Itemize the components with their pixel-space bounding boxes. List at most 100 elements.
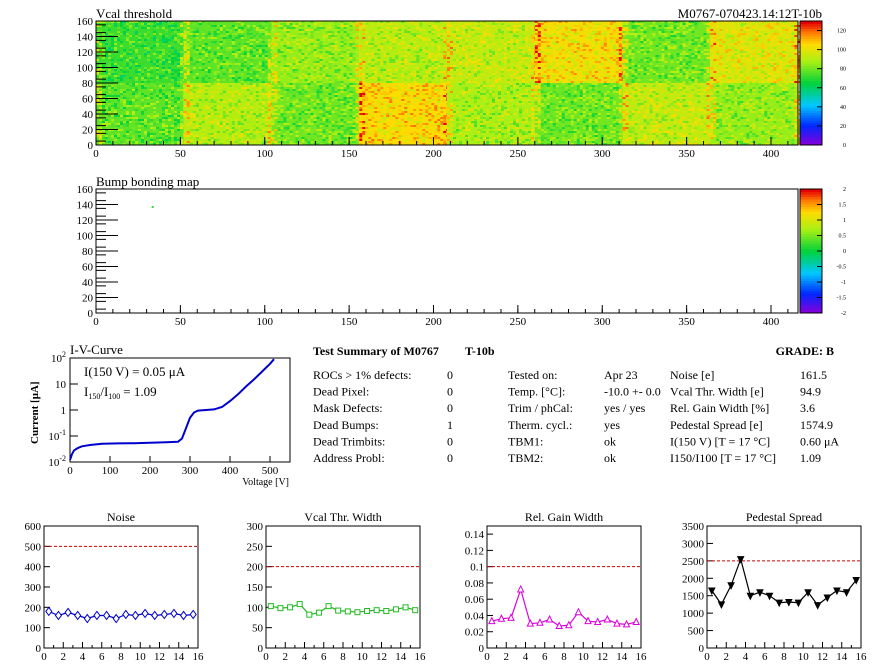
roc-plot-point <box>603 614 612 623</box>
roc-plot-y-tick: 500 <box>688 626 705 638</box>
summary-value: 1 <box>447 418 453 432</box>
roc-plot-point <box>102 610 111 621</box>
scale-tick: 100 <box>837 48 846 54</box>
vcal-heatmap <box>96 21 801 145</box>
roc-plot-x-tick: 4 <box>743 651 749 663</box>
summary-value: 0 <box>447 451 453 465</box>
roc-plot-frame <box>706 525 862 649</box>
map-x-tick: 350 <box>678 316 695 328</box>
scale-tick: -1 <box>841 280 846 286</box>
summary-value: 0.60 μA <box>800 434 839 448</box>
bump-color-scale: -2 -1.5 -1 -0.5 0 0.5 1 1.5 2 <box>799 187 846 317</box>
iv-annotation-line1: I(150 V) = 0.05 μA <box>84 364 186 379</box>
iv-y-tick: 10-1 <box>48 428 66 443</box>
roc-plot-line <box>48 610 194 620</box>
summary-value: yes <box>604 418 620 432</box>
roc-plot-point <box>54 610 63 621</box>
roc-plot-point <box>852 577 860 585</box>
map-x-tick: 350 <box>678 148 695 160</box>
roc-plot-x-tick: 0 <box>484 651 490 663</box>
roc-plot-point <box>122 609 130 620</box>
scale-tick: 120 <box>837 29 846 35</box>
roc-plot-line <box>491 587 637 627</box>
roc-plot-point <box>160 609 168 620</box>
roc-plot-point <box>267 603 274 610</box>
roc-plot-point <box>765 592 774 601</box>
roc-plot-x-tick: 10 <box>798 651 810 663</box>
roc-plot-x-tick: 6 <box>321 651 327 663</box>
iv-title: I-V-Curve <box>70 342 123 357</box>
roc-plot-y-tick: 100 <box>247 602 264 614</box>
scale-tick: 2 <box>843 187 846 193</box>
roc-plot-x-tick: 0 <box>41 651 47 663</box>
roc-plot-y-tick: 300 <box>25 582 42 594</box>
summary-value: ok <box>604 434 616 448</box>
iv-x-tick: 200 <box>142 465 159 477</box>
map-x-tick: 400 <box>763 148 780 160</box>
roc-plot-point <box>593 617 602 625</box>
map-x-tick: 100 <box>257 148 274 160</box>
iv-x-tick: 0 <box>67 465 73 477</box>
summary-value: yes / yes <box>604 401 646 415</box>
bump-map-points <box>151 206 154 209</box>
roc-plot-point <box>746 592 755 601</box>
summary-label: Mask Defects: <box>313 401 383 415</box>
summary-value: 0 <box>447 368 453 382</box>
roc-plot-point <box>296 601 303 608</box>
map-x-tick: 400 <box>763 316 780 328</box>
map-x-tick: 50 <box>175 148 187 160</box>
roc-plot-point <box>555 621 563 630</box>
bump-map-axes: 0 50 100 150 200 250 300 350 400 0 20 40 60 80 100 120 1… <box>77 184 789 328</box>
roc-plot-x-tick: 8 <box>340 651 346 663</box>
summary-value: 161.5 <box>800 368 827 382</box>
map-x-tick: 150 <box>341 148 358 160</box>
roc-plot-point <box>93 610 101 621</box>
roc-plot-point <box>632 617 640 625</box>
map-y-tick: 140 <box>77 32 94 44</box>
vcal-map-panel: Vcal threshold M0767-070423.14:12T-10b 0… <box>77 6 847 160</box>
iv-x-tick: 100 <box>102 465 119 477</box>
map-y-tick: 100 <box>77 231 94 243</box>
roc-plot-point <box>833 587 841 596</box>
roc-plot-title: Vcal Thr. Width <box>304 510 381 524</box>
roc-plot-y-tick: 1000 <box>682 608 705 620</box>
map-y-tick: 0 <box>88 140 94 152</box>
roc-plot-y-tick: 1500 <box>682 591 705 603</box>
summary-label: I150/I100 [T = 17 °C] <box>670 451 776 465</box>
roc-plot-point <box>813 602 822 610</box>
roc-plot-y-tick: 0 <box>479 643 485 655</box>
roc-plot-x-tick: 16 <box>856 651 868 663</box>
roc-plot-y-tick: 50 <box>252 623 264 635</box>
roc-plot-point <box>189 609 197 620</box>
roc-plot-point <box>412 607 419 614</box>
roc-plot-point <box>74 610 82 621</box>
map-y-tick: 80 <box>82 78 94 90</box>
roc-plot-title: Noise <box>107 510 135 524</box>
roc-plot-point <box>756 589 764 597</box>
iv-y-tick: 1 <box>61 405 67 417</box>
summary-value: -10.0 +- 0.0 <box>604 385 661 399</box>
roc-plot-x-tick: 10 <box>135 651 147 663</box>
roc-plot-y-tick: 0.1 <box>470 562 484 574</box>
roc-plot-y-tick: 250 <box>247 541 264 553</box>
iv-xlabel: Voltage [V] <box>242 477 289 488</box>
roc-plot-x-tick: 2 <box>504 651 510 663</box>
roc-plot-x-tick: 2 <box>283 651 289 663</box>
summary-label: Dead Pixel: <box>313 385 369 399</box>
summary-label: Tested on: <box>508 368 557 382</box>
roc-plot-frame <box>265 525 421 649</box>
map-y-tick: 120 <box>77 47 94 59</box>
summary-value: 94.9 <box>800 385 821 399</box>
roc-plot-point <box>794 599 803 608</box>
iv-annotation-line2: I150/I100 = 1.09 <box>84 384 157 401</box>
summary-label: Address Probl: <box>313 451 385 465</box>
roc-plot-x-tick: 16 <box>193 651 205 663</box>
roc-plot-point <box>383 607 390 614</box>
roc-plot-point <box>775 599 783 608</box>
roc-plot-point <box>335 607 342 614</box>
map-y-tick: 100 <box>77 63 94 75</box>
roc-plot-point <box>170 608 178 619</box>
map-y-tick: 80 <box>82 246 94 258</box>
iv-y-tick: 10-2 <box>48 454 66 469</box>
roc-plot-y-tick: 200 <box>25 602 42 614</box>
